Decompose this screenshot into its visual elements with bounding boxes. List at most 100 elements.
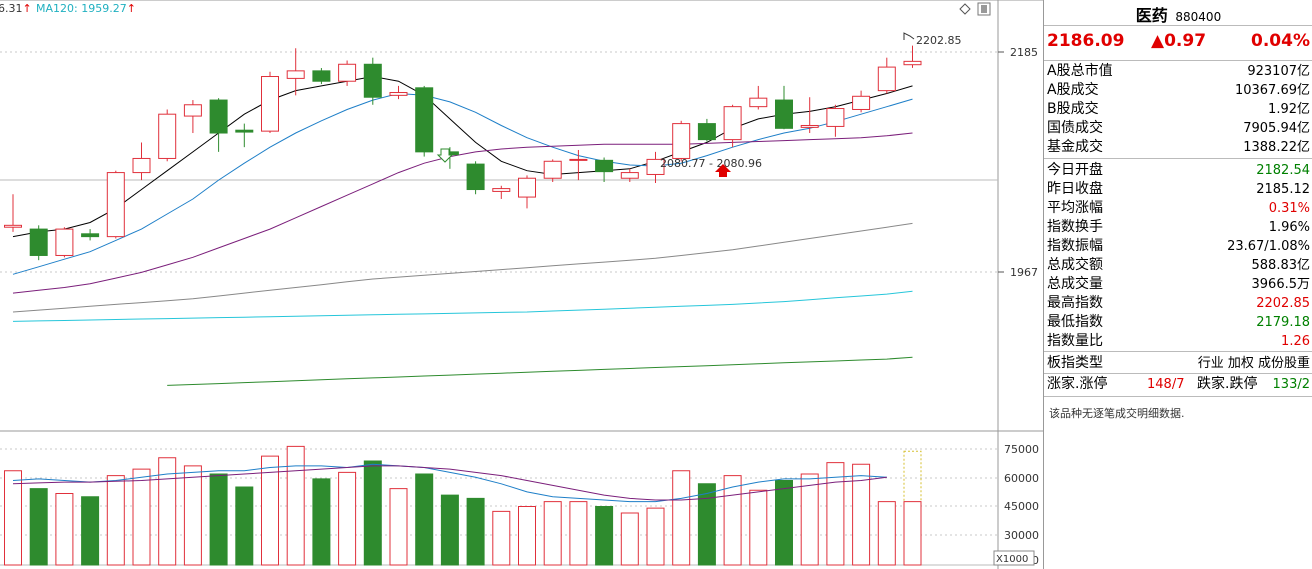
ma60-line [12,222,913,313]
stat-label: 指数振幅 [1047,238,1103,254]
ma10-line [12,92,913,275]
stat-row: A股成交 10367.69亿 [1047,81,1310,100]
volume-bar-down [209,473,228,566]
divider [1044,396,1312,397]
volume-axis-label: 60000 [1004,472,1039,485]
stat-row: 基金成交 1388.22亿 [1047,138,1310,157]
stat-value: 3966.5万 [1251,277,1311,292]
candle-up [800,124,819,128]
candle-up [903,60,922,66]
candle-up [518,177,536,198]
stat-row: 国债成交 7905.94亿 [1047,119,1310,138]
stat-label: 今日开盘 [1047,162,1103,178]
volume-bar-down [363,460,382,566]
last-price: 2186.09 [1047,31,1125,51]
volume-bar-down [312,478,331,566]
ma250-line [167,356,913,386]
candle-up [132,157,151,174]
candle-up [261,76,279,132]
stat-row: 板指类型 行业 加权 成份股重 [1047,354,1310,373]
volume-bar-up [852,463,871,566]
divider [1044,351,1312,352]
ma120-line [12,290,913,322]
candle-up [158,113,177,159]
stat-row: 指数换手 1.96% [1047,218,1310,237]
volume-moving-average-lines [12,463,887,503]
volume-bar-down [440,494,459,566]
stat-label: 基金成交 [1047,139,1103,155]
candle-up [749,97,768,108]
candle-up [852,95,871,110]
candle-up [286,70,305,79]
volume-axis-label: 30000 [1004,529,1039,542]
stat-value: 1.96% [1268,220,1310,235]
candle-up [389,92,408,96]
kline-chart[interactable]: 6.31↑ MA120: 1959.27↑ 2185 1967 2202.85 … [0,0,1043,569]
stat-value: 923107亿 [1247,64,1310,79]
stat-value: 2202.85 [1256,296,1310,311]
candle-down [209,99,228,134]
candle-up [877,66,896,92]
candle-down [235,129,254,133]
ma120-label: MA120: 1959.27↑ [36,2,136,15]
volume-bar-up [620,512,639,566]
price-axis-label: 1967 [1010,266,1038,279]
volume-axis-label: 75000 [1004,443,1039,456]
candle-down [29,228,48,256]
volume-bar-down [415,473,434,566]
diamond-icon[interactable] [959,3,971,15]
candle-up [106,172,125,238]
candle-up [55,228,74,256]
volume-bar-up [672,470,691,566]
stat-row: 总成交量 3966.5万 [1047,275,1310,294]
volume-bar-up [338,471,357,566]
candle-up [569,158,588,161]
stat-label: A股成交 [1047,82,1099,98]
volume-unit-label: X1000 [996,554,1028,565]
price-axis-label: 2185 [1010,46,1038,59]
notice-text: 该品种无逐笔成交明细数据. [1049,407,1185,420]
up-arrow-icon [715,164,731,177]
stat-value: 1388.22亿 [1243,140,1310,155]
stat-value: 23.67/1.08% [1227,239,1310,254]
candle-up [646,158,665,175]
stat-value: 2185.12 [1256,182,1310,197]
stat-row: 最高指数 2202.85 [1047,294,1310,313]
volume-bar-up [877,501,896,566]
volume-bar-down [29,488,48,566]
candle-down [697,123,716,141]
volume-bar-up [492,510,511,566]
candles [4,45,922,261]
price-change: ▲0.97 [1151,31,1207,51]
stat-value: 588.83亿 [1251,258,1311,273]
stat-label: A股总市值 [1047,63,1113,79]
volume-unit-box [993,550,1035,566]
divider [1044,25,1312,26]
volume-bar-down [235,486,254,566]
stat-label: 昨日收盘 [1047,181,1103,197]
candle-up [492,188,511,192]
volume-bar-up [749,489,768,566]
stat-value: 0.31% [1268,201,1310,216]
volume-bar-up [132,468,151,566]
info-panel: 医药 880400 2186.09 ▲0.97 0.04% A股总市值 92310… [1043,0,1312,569]
stat-row: 平均涨幅 0.31% [1047,199,1310,218]
candle-down [81,233,100,238]
candle-down [415,87,434,153]
stat-value: 行业 加权 成份股重 [1197,356,1310,371]
divider [1044,158,1312,159]
volume-axis-label: 45000 [1004,500,1039,513]
stat-row: 指数振幅 23.67/1.08% [1047,237,1310,256]
window-toggle-icon [981,5,987,13]
volume-bar-up [261,455,279,566]
instrument-code: 880400 [1175,10,1222,24]
volume-bar-up [903,501,922,566]
stat-label: 国债成交 [1047,120,1103,136]
volume-bar-up [286,445,305,566]
instrument-title: 医药 880400 [1044,2,1312,26]
candle-up [543,160,562,179]
stat-label: 指数换手 [1047,219,1103,235]
stat-row: A股总市值 923107亿 [1047,62,1310,81]
moving-average-lines [12,75,913,386]
volume-bar-down [81,496,100,566]
